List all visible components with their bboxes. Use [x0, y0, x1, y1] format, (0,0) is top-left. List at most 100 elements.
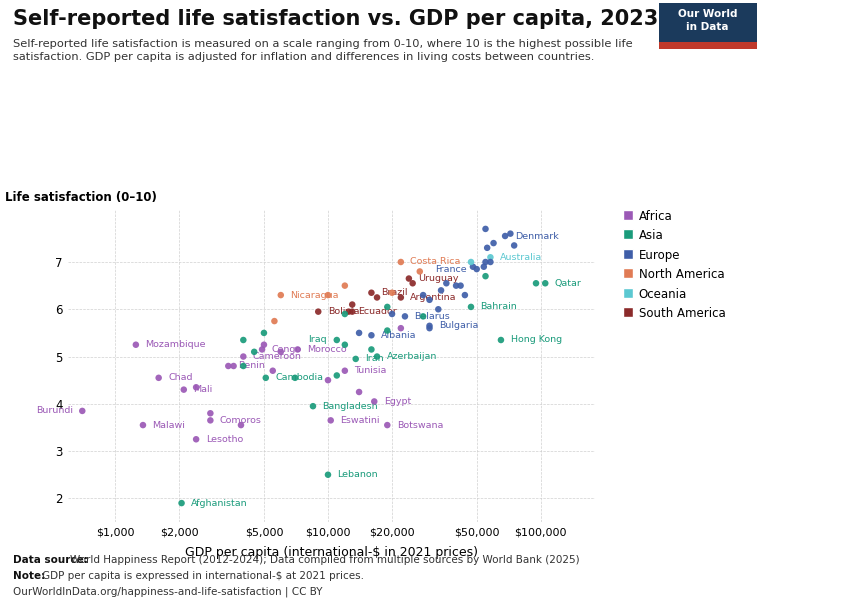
Point: [371, 352, 384, 361]
Point: [321, 470, 335, 479]
Point: [416, 311, 430, 321]
Text: Denmark: Denmark: [515, 232, 558, 241]
Text: Our World
in Data: Our World in Data: [677, 9, 737, 32]
Point: [136, 420, 150, 430]
Point: [466, 262, 479, 272]
Point: [381, 420, 394, 430]
Point: [227, 361, 241, 371]
Point: [507, 241, 521, 250]
Text: Costa Rica: Costa Rica: [411, 257, 461, 266]
Point: [338, 340, 352, 350]
Point: [416, 290, 430, 300]
Text: Bolivia: Bolivia: [328, 307, 360, 316]
Text: Iraq: Iraq: [309, 335, 327, 344]
Point: [321, 376, 335, 385]
Text: Mozambique: Mozambique: [145, 340, 206, 349]
Point: [236, 361, 250, 371]
Point: [365, 331, 378, 340]
Text: Lebanon: Lebanon: [337, 470, 378, 479]
Text: World Happiness Report (2012-2024); Data compiled from multiple sources by World: World Happiness Report (2012-2024); Data…: [70, 555, 580, 565]
Text: Lesotho: Lesotho: [206, 435, 243, 444]
Point: [494, 335, 507, 345]
Point: [402, 274, 416, 283]
Text: Cameroon: Cameroon: [253, 352, 302, 361]
Point: [538, 278, 552, 288]
Point: [175, 498, 189, 508]
Text: Data source:: Data source:: [13, 555, 88, 565]
Point: [479, 224, 492, 234]
Point: [258, 328, 271, 338]
Point: [258, 340, 271, 350]
Point: [470, 264, 484, 274]
Point: [330, 335, 343, 345]
Point: [530, 278, 543, 288]
Point: [464, 302, 478, 312]
Text: Tunisia: Tunisia: [354, 366, 387, 375]
Text: Eswatini: Eswatini: [340, 416, 380, 425]
Point: [413, 266, 427, 276]
Point: [291, 344, 304, 354]
Point: [394, 293, 408, 302]
Point: [498, 231, 512, 241]
Point: [484, 257, 497, 267]
Point: [371, 293, 384, 302]
Text: Malawi: Malawi: [152, 421, 185, 430]
Text: Bulgaria: Bulgaria: [439, 322, 479, 331]
Text: GDP per capita is expressed in international-$ at 2021 prices.: GDP per capita is expressed in internati…: [42, 571, 364, 581]
Point: [394, 323, 408, 333]
Point: [365, 344, 378, 354]
Point: [190, 434, 203, 444]
Point: [365, 288, 378, 298]
Point: [394, 257, 408, 267]
Point: [479, 257, 492, 267]
Point: [222, 361, 235, 371]
Point: [432, 304, 445, 314]
Point: [385, 309, 399, 319]
Point: [484, 253, 497, 262]
Point: [342, 307, 355, 316]
Point: [255, 344, 269, 354]
Point: [345, 300, 359, 310]
Text: Qatar: Qatar: [555, 279, 581, 288]
Point: [422, 295, 436, 305]
Text: Albania: Albania: [381, 331, 416, 340]
Text: Bangladesh: Bangladesh: [322, 401, 378, 410]
Point: [480, 243, 494, 253]
Text: Hong Kong: Hong Kong: [511, 335, 562, 344]
Text: Cambodia: Cambodia: [275, 373, 323, 382]
Point: [129, 340, 143, 350]
Point: [352, 328, 366, 338]
Text: Mali: Mali: [193, 385, 212, 394]
Point: [398, 311, 411, 321]
Point: [203, 409, 217, 418]
Text: Morocco: Morocco: [307, 345, 347, 354]
Point: [450, 281, 463, 290]
Text: Benin: Benin: [238, 361, 264, 370]
Text: Life satisfaction (0–10): Life satisfaction (0–10): [5, 191, 156, 204]
Point: [352, 387, 366, 397]
Point: [458, 290, 472, 300]
Point: [385, 288, 399, 298]
Legend: Africa, Asia, Europe, North America, Oceania, South America: Africa, Asia, Europe, North America, Oce…: [622, 209, 725, 320]
Point: [381, 302, 394, 312]
Text: Self-reported life satisfaction vs. GDP per capita, 2023: Self-reported life satisfaction vs. GDP …: [13, 9, 658, 29]
Point: [266, 366, 280, 376]
Text: Egypt: Egypt: [384, 397, 411, 406]
Point: [487, 238, 501, 248]
Text: Congo: Congo: [272, 345, 302, 354]
Point: [274, 290, 287, 300]
Point: [439, 278, 453, 288]
Point: [338, 309, 352, 319]
Text: Comoros: Comoros: [220, 416, 262, 425]
Point: [152, 373, 166, 383]
X-axis label: GDP per capita (international-$ in 2021 prices): GDP per capita (international-$ in 2021 …: [185, 546, 478, 559]
Text: Brazil: Brazil: [381, 288, 407, 297]
Point: [274, 347, 287, 356]
Point: [381, 326, 394, 335]
Text: Botswana: Botswana: [397, 421, 443, 430]
Point: [236, 352, 250, 361]
Text: France: France: [435, 265, 468, 274]
Point: [235, 420, 248, 430]
Point: [405, 278, 419, 288]
Point: [503, 229, 517, 238]
